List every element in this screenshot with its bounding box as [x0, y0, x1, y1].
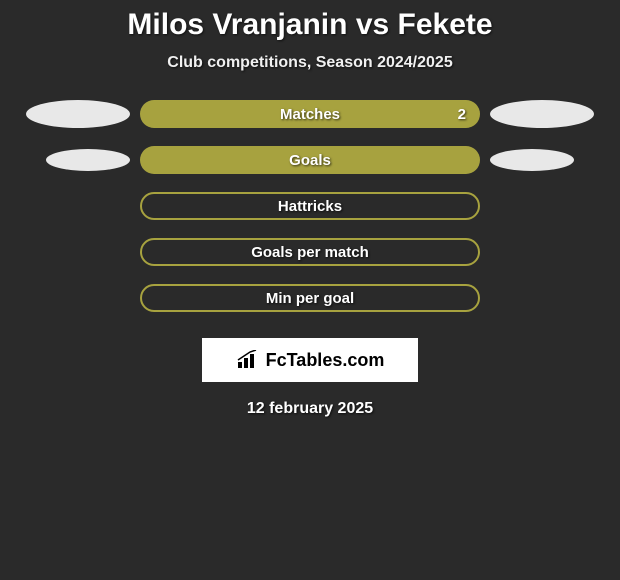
- ellipse-spacer: [26, 284, 130, 312]
- stat-row-goals: Goals: [0, 146, 620, 174]
- vs-label: vs: [356, 8, 389, 41]
- date-label: 12 february 2025: [0, 400, 620, 418]
- stat-bar-matches: Matches 2: [140, 100, 480, 128]
- left-ellipse: [46, 149, 130, 171]
- stat-label: Min per goal: [266, 290, 354, 307]
- chart-icon: [236, 350, 262, 370]
- comparison-container: Milos Vranjanin vs Fekete Club competiti…: [0, 0, 620, 418]
- player2-name: Fekete: [398, 8, 493, 41]
- page-title: Milos Vranjanin vs Fekete: [0, 8, 620, 42]
- stat-row-matches: Matches 2: [0, 100, 620, 128]
- stat-bar-mpg: Min per goal: [140, 284, 480, 312]
- stat-label: Hattricks: [278, 198, 342, 215]
- left-ellipse: [26, 100, 130, 128]
- ellipse-spacer: [490, 238, 594, 266]
- ellipse-spacer: [26, 192, 130, 220]
- player1-name: Milos Vranjanin: [127, 8, 347, 41]
- stat-bar-hattricks: Hattricks: [140, 192, 480, 220]
- stat-label: Matches: [280, 106, 340, 123]
- logo: FcTables.com: [236, 350, 385, 371]
- ellipse-spacer: [26, 238, 130, 266]
- stat-label: Goals per match: [251, 244, 369, 261]
- stat-label: Goals: [289, 152, 331, 169]
- subtitle: Club competitions, Season 2024/2025: [0, 54, 620, 72]
- stat-row-gpm: Goals per match: [0, 238, 620, 266]
- stat-bar-goals: Goals: [140, 146, 480, 174]
- stat-row-mpg: Min per goal: [0, 284, 620, 312]
- right-ellipse: [490, 100, 594, 128]
- ellipse-spacer: [490, 284, 594, 312]
- stat-bar-gpm: Goals per match: [140, 238, 480, 266]
- stat-right-value: 2: [458, 106, 466, 123]
- stats-rows: Matches 2 Goals Hattricks: [0, 100, 620, 312]
- logo-text: FcTables.com: [266, 350, 385, 371]
- ellipse-spacer: [490, 192, 594, 220]
- logo-box: FcTables.com: [202, 338, 418, 382]
- right-ellipse: [490, 149, 574, 171]
- stat-row-hattricks: Hattricks: [0, 192, 620, 220]
